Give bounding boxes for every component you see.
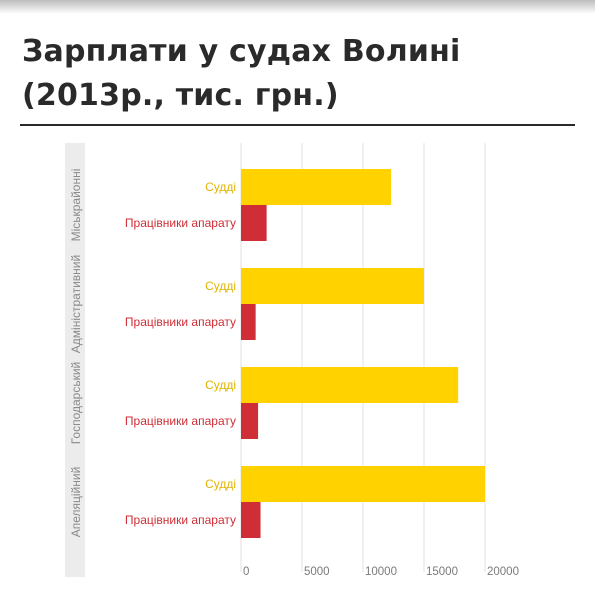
x-tick-label-0: 0 <box>243 566 249 578</box>
bar-staff-0 <box>241 205 267 241</box>
title-line-2: (2013р., тис. грн.) <box>22 78 339 113</box>
top-shadow <box>0 0 595 14</box>
x-tick-label-3: 15000 <box>426 566 458 578</box>
bar-staff-3 <box>241 502 261 538</box>
bar-label-judges-0: Судді <box>205 180 236 194</box>
bar-staff-2 <box>241 403 259 439</box>
title-underline <box>20 124 575 126</box>
bar-label-judges-1: Судді <box>205 279 236 293</box>
bar-label-staff-2: Працівники апарату <box>125 414 236 428</box>
category-label-3: Апеляційний <box>69 467 83 538</box>
bar-label-judges-2: Судді <box>205 378 236 392</box>
x-tick-label-2: 10000 <box>365 566 397 578</box>
category-label-0: Міськрайонні <box>69 169 83 242</box>
title-line-1: Зарплати у судах Волині <box>22 34 461 69</box>
bar-label-judges-3: Судді <box>205 477 236 491</box>
bar-judges-2 <box>241 367 459 403</box>
bar-judges-0 <box>241 169 392 205</box>
bar-label-staff-0: Працівники апарату <box>125 216 236 230</box>
bar-judges-1 <box>241 268 424 304</box>
chart-title: Зарплати у судах Волині (2013р., тис. гр… <box>22 30 582 118</box>
category-label-1: Адміністративний <box>69 255 83 353</box>
bar-staff-1 <box>241 304 256 340</box>
category-label-2: Господарський <box>69 362 83 445</box>
group-label-band <box>65 143 85 577</box>
bar-label-staff-3: Працівники апарату <box>125 513 236 527</box>
x-tick-label-1: 5000 <box>304 566 330 578</box>
bar-judges-3 <box>241 466 485 502</box>
x-tick-label-4: 20000 <box>487 566 519 578</box>
bar-label-staff-1: Працівники апарату <box>125 315 236 329</box>
